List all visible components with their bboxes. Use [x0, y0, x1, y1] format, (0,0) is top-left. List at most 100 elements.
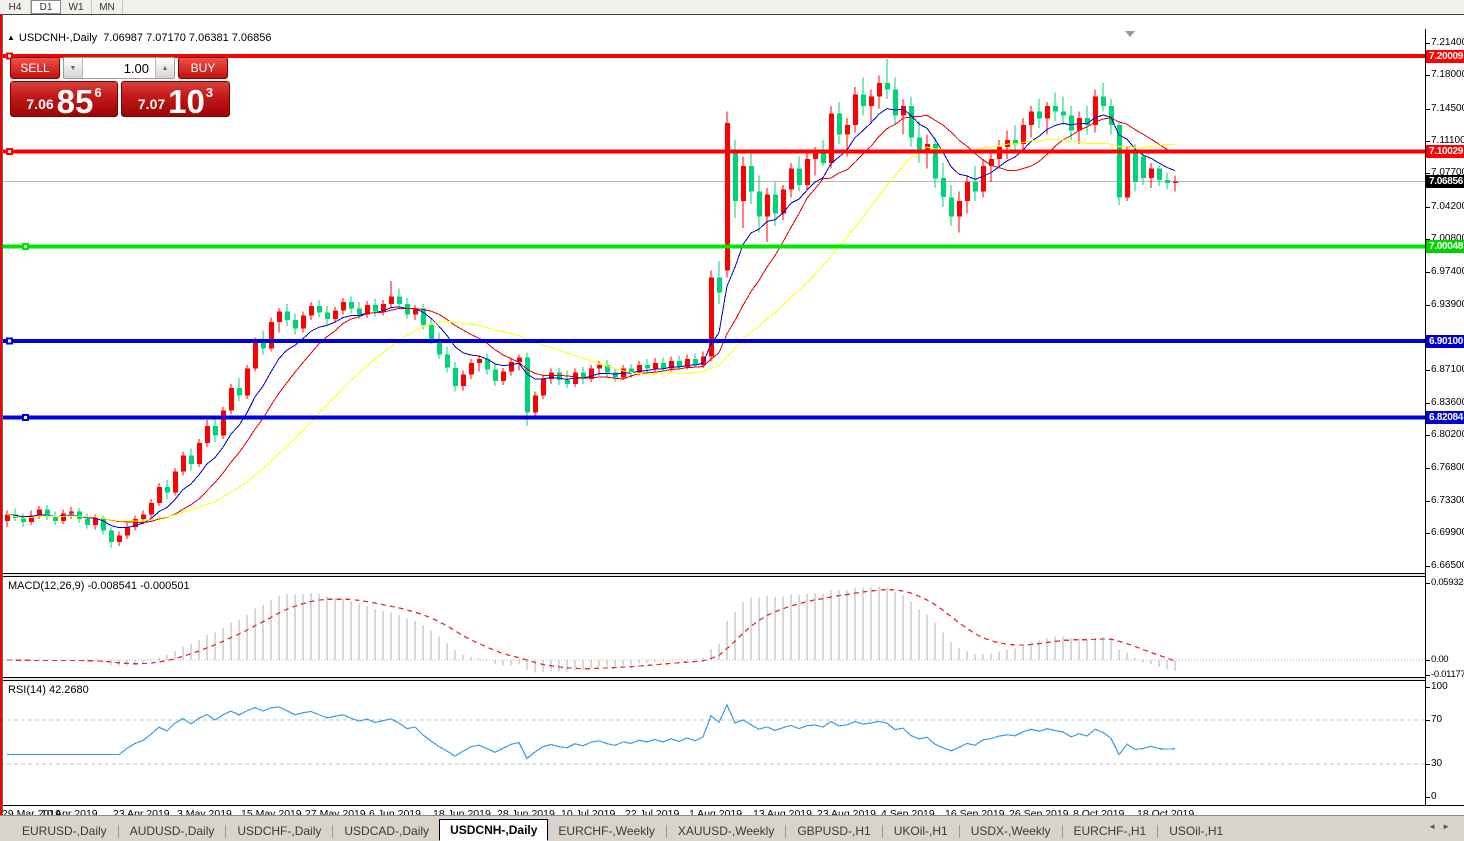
- price-tick-label: 7.11100: [1431, 135, 1464, 146]
- timeframe-toolbar: H4 D1 W1 MN: [0, 0, 1464, 14]
- price-tick-label: 6.87100: [1431, 364, 1464, 375]
- price-tick-label: 7.04200: [1431, 201, 1464, 212]
- chart-tab-usdcnhdaily[interactable]: USDCNH-,Daily: [439, 819, 549, 841]
- price-tick-label: 7.00800: [1431, 233, 1464, 244]
- axis-tick: [1426, 468, 1430, 469]
- price-tick-label: 7.14500: [1431, 103, 1464, 114]
- axis-tick: [1426, 583, 1430, 584]
- chart-shift-marker-icon[interactable]: [1125, 31, 1135, 37]
- price-badge: 7.20009: [1426, 50, 1464, 63]
- chart-tab-bar: EURUSD-,Daily AUDUSD-,Daily USDCHF-,Daily U…: [0, 815, 1464, 841]
- tab-scroll-arrows[interactable]: ◄►: [1428, 822, 1456, 831]
- sell-price-prefix: 7.06: [26, 96, 54, 112]
- tab-separator: [1061, 825, 1063, 838]
- rsi-indicator-label: RSI(14) 42.2680: [8, 684, 89, 696]
- buy-price-panel[interactable]: 7.07 10 3: [121, 81, 230, 120]
- axis-tick: [1426, 687, 1430, 688]
- chart-plot-area[interactable]: [0, 29, 1425, 805]
- chart-tab-usdcaddaily[interactable]: USDCAD-,Daily: [344, 824, 430, 838]
- chart-tab-usoilh1[interactable]: USOil-,H1: [1169, 824, 1224, 838]
- axis-tick: [1426, 675, 1430, 676]
- chart-title: ▲ USDCNH-,Daily 7.06987 7.07170 7.06381 7…: [7, 32, 272, 44]
- chart-tab-usdchfdaily[interactable]: USDCHF-,Daily: [237, 824, 322, 838]
- axis-tick: [1426, 501, 1430, 502]
- price-axis[interactable]: 7.21400 7.18000 7.14500 7.11100 7.07700 7.042…: [1425, 29, 1464, 805]
- lot-size-stepper: ▼ ▲: [63, 57, 175, 79]
- axis-tick: [1426, 720, 1430, 721]
- chart-tab-xauusdweekly[interactable]: XAUUSD-,Weekly: [677, 824, 775, 838]
- axis-tick: [1426, 566, 1430, 567]
- axis-tick: [1426, 764, 1430, 765]
- buy-button[interactable]: BUY: [178, 57, 228, 79]
- axis-tick: [1426, 370, 1430, 371]
- rsi-tick-label: 100: [1431, 681, 1448, 692]
- price-tick-label: 6.73300: [1431, 495, 1464, 506]
- tab-scroll-left-icon: ◄: [1428, 822, 1443, 831]
- axis-tick: [1426, 75, 1430, 76]
- macd-tick-label: -0.011773: [1431, 669, 1464, 680]
- chart-tab-gbpusdh1[interactable]: GBPUSD-,H1: [797, 824, 871, 838]
- axis-tick: [1426, 403, 1430, 404]
- price-tick-label: 6.83600: [1431, 397, 1464, 408]
- chart-tab-eurchfh1[interactable]: EURCHF-,H1: [1073, 824, 1147, 838]
- axis-tick: [1426, 141, 1430, 142]
- buy-price-big: 10: [168, 82, 205, 120]
- sell-price-panel[interactable]: 7.06 85 6: [10, 81, 118, 120]
- axis-tick: [1426, 435, 1430, 436]
- axis-tick: [1426, 797, 1430, 798]
- lot-size-input[interactable]: [83, 58, 155, 78]
- sell-button[interactable]: SELL: [10, 57, 60, 79]
- buy-price-prefix: 7.07: [137, 96, 166, 112]
- chart-ohlc-label: 7.06987 7.07170 7.06381 7.06856: [103, 32, 272, 44]
- chart-tab-ukoilh1[interactable]: UKOil-,H1: [893, 824, 948, 838]
- tab-separator: [881, 825, 883, 838]
- chart-tab-eurusddaily[interactable]: EURUSD-,Daily: [22, 824, 107, 838]
- pane-divider[interactable]: [0, 677, 1464, 681]
- tab-separator: [958, 825, 960, 838]
- pane-border: [0, 805, 1464, 806]
- axis-tick: [1426, 239, 1430, 240]
- lot-decrease-button[interactable]: ▼: [64, 58, 83, 78]
- timeframe-button-h4[interactable]: H4: [0, 0, 31, 14]
- price-badge: 6.82084: [1426, 411, 1464, 424]
- tab-scroll-right-icon: ►: [1442, 822, 1456, 831]
- chart-tab-audusddaily[interactable]: AUDUSD-,Daily: [129, 824, 215, 838]
- rsi-tick-label: 0: [1431, 791, 1437, 802]
- timeframe-button-w1[interactable]: W1: [61, 0, 92, 14]
- sell-price-big: 85: [56, 82, 94, 120]
- tab-separator: [665, 825, 667, 838]
- collapse-triangle-icon[interactable]: ▲: [7, 33, 15, 42]
- tab-separator: [225, 825, 227, 838]
- macd-tick-label: 0.00: [1431, 654, 1449, 665]
- macd-indicator-label: MACD(12,26,9) -0.008541 -0.000501: [8, 580, 190, 592]
- axis-tick: [1426, 109, 1430, 110]
- pane-divider[interactable]: [0, 573, 1464, 577]
- tab-separator: [117, 825, 119, 838]
- chart-window: ▲ USDCNH-,Daily 7.06987 7.07170 7.06381 7…: [0, 14, 1464, 820]
- lot-increase-button[interactable]: ▲: [155, 58, 174, 78]
- price-tick-label: 7.18000: [1431, 69, 1464, 80]
- axis-tick: [1426, 43, 1430, 44]
- axis-tick: [1426, 173, 1430, 174]
- price-tick-label: 7.07700: [1431, 167, 1464, 178]
- price-tick-label: 6.93900: [1431, 299, 1464, 310]
- one-click-trading-panel: SELL ▼ ▲ BUY 7.06 85 6 7.07 10 3: [10, 57, 230, 120]
- chart-symbol-label: USDCNH-,Daily: [18, 32, 98, 44]
- axis-tick: [1426, 533, 1430, 534]
- buy-price-pipette: 3: [205, 85, 214, 100]
- price-badge: 7.10029: [1426, 145, 1464, 158]
- axis-tick: [1426, 207, 1430, 208]
- rsi-tick-label: 70: [1431, 714, 1443, 725]
- chart-tab-eurchfweekly[interactable]: EURCHF-,Weekly: [558, 824, 655, 838]
- price-tick-label: 6.76800: [1431, 462, 1464, 473]
- price-tick-label: 6.66500: [1431, 560, 1464, 571]
- sell-price-pipette: 6: [94, 85, 102, 100]
- chart-tab-usdxweekly[interactable]: USDX-,Weekly: [970, 824, 1051, 838]
- axis-tick: [1426, 660, 1430, 661]
- price-tick-label: 6.80200: [1431, 429, 1464, 440]
- tab-separator: [332, 825, 334, 838]
- macd-tick-label: 0.059323: [1431, 577, 1464, 588]
- timeframe-button-d1[interactable]: D1: [31, 0, 61, 14]
- timeframe-button-mn[interactable]: MN: [92, 0, 123, 14]
